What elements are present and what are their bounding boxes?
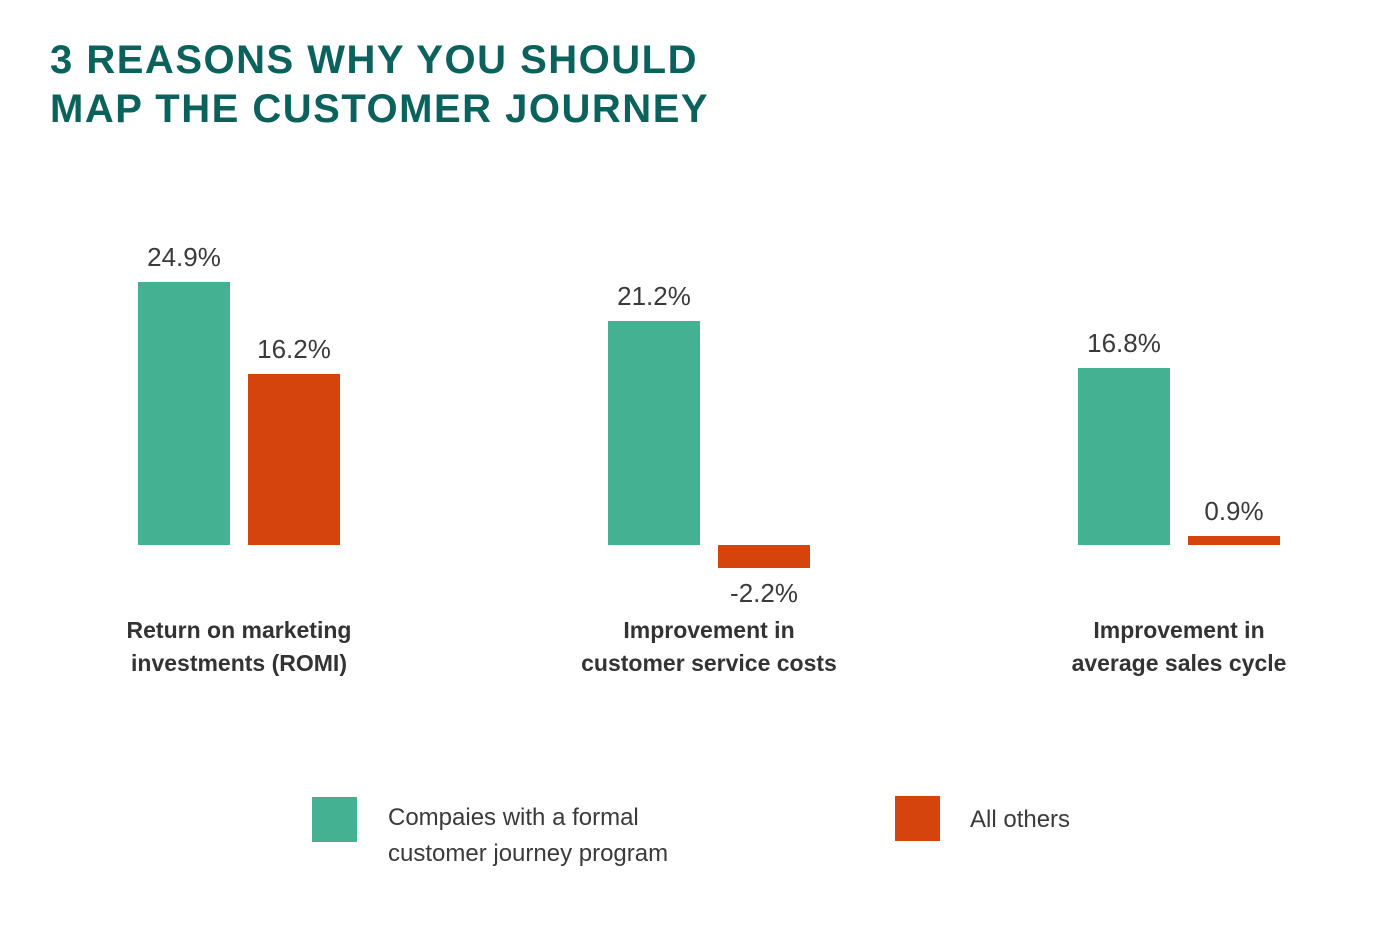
bar-all-others-0 xyxy=(248,373,340,545)
category-label-average-sales-cycle: Improvement in average sales cycle xyxy=(1071,617,1287,676)
bar-formal-program-0 xyxy=(138,282,230,545)
bar-formal-program-2 xyxy=(1078,367,1170,545)
value-label-all-others-0: 16.2% xyxy=(257,333,331,364)
category-label-customer-service-costs: Improvement in customer service costs xyxy=(581,617,837,676)
bar-all-others-1 xyxy=(718,545,810,569)
bar-formal-program-1 xyxy=(608,321,700,545)
legend-swatch-all-others xyxy=(895,796,940,841)
category-label-romi: Return on marketing investments (ROMI) xyxy=(126,617,352,676)
legend-swatch-formal-program xyxy=(312,797,357,842)
value-label-formal-program-2: 16.8% xyxy=(1087,327,1161,358)
legend-label-formal-program: Compaies with a formal customer journey … xyxy=(388,804,669,867)
value-label-formal-program-0: 24.9% xyxy=(147,242,221,273)
chart-title: 3 REASONS WHY YOU SHOULD MAP THE CUSTOME… xyxy=(50,38,710,131)
legend-label-all-others: All others xyxy=(970,806,1071,833)
value-label-formal-program-1: 21.2% xyxy=(617,281,691,312)
value-label-all-others-1: -2.2% xyxy=(730,578,798,609)
bar-all-others-2 xyxy=(1188,535,1280,545)
value-label-all-others-2: 0.9% xyxy=(1204,495,1264,526)
